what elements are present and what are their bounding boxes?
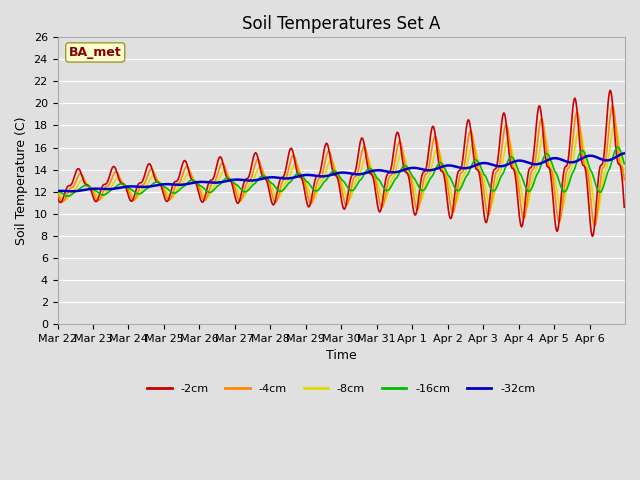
Title: Soil Temperatures Set A: Soil Temperatures Set A bbox=[242, 15, 440, 33]
X-axis label: Time: Time bbox=[326, 349, 356, 362]
Legend: -2cm, -4cm, -8cm, -16cm, -32cm: -2cm, -4cm, -8cm, -16cm, -32cm bbox=[143, 380, 540, 398]
Y-axis label: Soil Temperature (C): Soil Temperature (C) bbox=[15, 116, 28, 245]
Text: BA_met: BA_met bbox=[69, 46, 122, 59]
